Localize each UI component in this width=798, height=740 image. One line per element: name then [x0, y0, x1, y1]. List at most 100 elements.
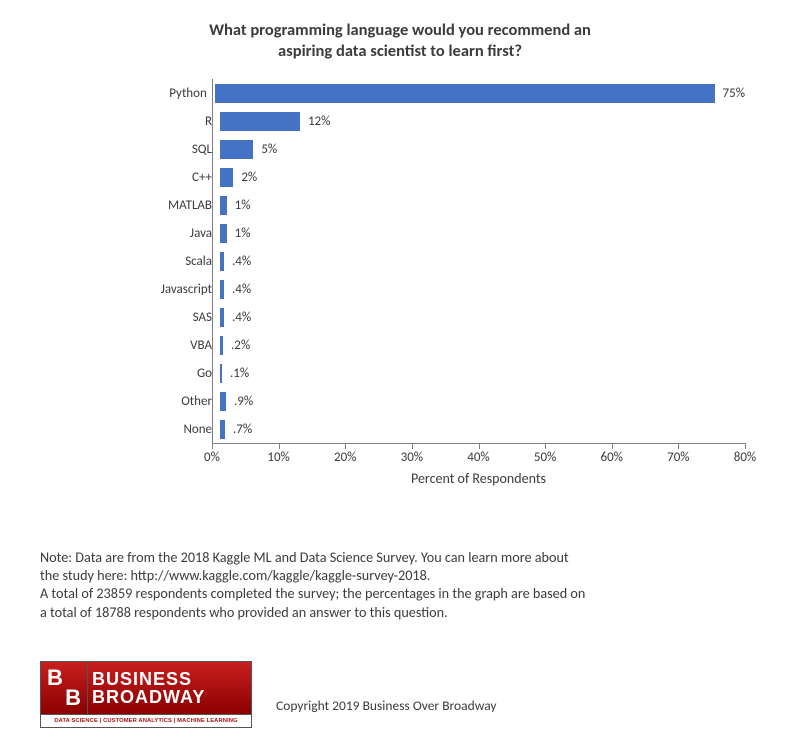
bar-track: .4% [220, 308, 745, 327]
bar [220, 364, 222, 383]
category-label: SQL [130, 142, 220, 157]
logo-word2: BROADWAY [92, 688, 205, 706]
category-label: C++ [130, 170, 220, 185]
value-label: .4% [232, 310, 251, 325]
bar-track: .4% [220, 252, 745, 271]
x-tick [412, 443, 413, 449]
note-line-3: A total of 23859 respondents completed t… [40, 584, 755, 602]
value-label: 75% [723, 86, 745, 101]
x-tick [279, 443, 280, 449]
value-label: .9% [234, 394, 253, 409]
bar-row: SAS .4% [130, 303, 745, 331]
bar [220, 420, 225, 439]
note-line-4: a total of 18788 respondents who provide… [40, 603, 755, 621]
value-label: .4% [232, 282, 251, 297]
chart-title: What programming language would you reco… [80, 20, 720, 61]
x-tick [745, 443, 746, 449]
x-tick-label: 50% [534, 450, 556, 465]
category-label: VBA [130, 338, 220, 353]
copyright-text: Copyright 2019 Business Over Broadway [276, 697, 497, 714]
bar-track: .1% [220, 364, 745, 383]
value-label: 1% [235, 198, 251, 213]
value-label: .7% [233, 422, 252, 437]
bar [220, 112, 300, 131]
x-axis-tick-labels: 0%10%20%30%40%50%60%70%80% [212, 450, 745, 468]
bar [220, 196, 227, 215]
x-tick [212, 443, 213, 449]
category-label: Javascript [130, 282, 220, 297]
note-line-2: the study here: http://www.kaggle.com/ka… [40, 566, 755, 584]
bar [220, 168, 233, 187]
value-label: 5% [261, 142, 277, 157]
logo-bb-icon: B B [41, 662, 88, 714]
x-axis: 0%10%20%30%40%50%60%70%80% Percent of Re… [130, 443, 745, 487]
bar-row: None .7% [130, 415, 745, 443]
x-tick-label: 60% [601, 450, 623, 465]
x-tick-label: 10% [267, 450, 289, 465]
bar-row: MATLAB1% [130, 191, 745, 219]
x-tick [479, 443, 480, 449]
bar-track: 5% [220, 140, 745, 159]
footer: B B BUSINESS BROADWAY DATA SCIENCE | CUS… [40, 661, 497, 728]
bar [220, 392, 226, 411]
category-label: Scala [130, 254, 220, 269]
bar [220, 336, 223, 355]
bar-row: VBA .2% [130, 331, 745, 359]
category-label: None [130, 422, 220, 437]
plot-area: Python75%R12%SQL5%C++2%MATLAB1%Java1%Sca… [130, 79, 745, 443]
category-label: SAS [130, 310, 220, 325]
category-label: Java [130, 226, 220, 241]
bar-row: Go .1% [130, 359, 745, 387]
bar-track: .4% [220, 280, 745, 299]
bar-track: .9% [220, 392, 745, 411]
chart-container: What programming language would you reco… [40, 20, 760, 487]
value-label: .4% [232, 254, 251, 269]
value-label: 12% [308, 114, 330, 129]
value-label: .1% [230, 366, 249, 381]
logo-b2: B [65, 688, 81, 708]
chart-title-line1: What programming language would you reco… [209, 20, 591, 40]
x-tick [545, 443, 546, 449]
bars-host: Python75%R12%SQL5%C++2%MATLAB1%Java1%Sca… [130, 79, 745, 443]
bar-row: SQL 5% [130, 135, 745, 163]
bar-row: C++2% [130, 163, 745, 191]
note-line-1: Note: Data are from the 2018 Kaggle ML a… [40, 548, 755, 566]
y-axis-line [212, 79, 213, 443]
x-tick-label: 30% [401, 450, 423, 465]
bar [220, 252, 224, 271]
bar-row: Scala .4% [130, 247, 745, 275]
x-tick [612, 443, 613, 449]
value-label: 1% [235, 226, 251, 241]
x-tick [345, 443, 346, 449]
bar-track: 1% [220, 224, 745, 243]
bar [220, 224, 227, 243]
logo-b1: B [47, 668, 63, 688]
bar [220, 280, 224, 299]
x-tick-label: 80% [734, 450, 756, 465]
category-label: Other [130, 394, 220, 409]
category-label: Python [130, 86, 215, 101]
x-axis-title: Percent of Respondents [212, 470, 745, 487]
bar [220, 308, 224, 327]
value-label: .2% [231, 338, 250, 353]
bar-row: Java 1% [130, 219, 745, 247]
bar [215, 84, 715, 103]
bar-track: 2% [220, 168, 745, 187]
logo-text: BUSINESS BROADWAY [88, 662, 251, 714]
bar-row: Javascript .4% [130, 275, 745, 303]
note-block: Note: Data are from the 2018 Kaggle ML a… [40, 548, 755, 621]
bar-track: 1% [220, 196, 745, 215]
x-tick-label: 20% [334, 450, 356, 465]
chart-title-line2: aspiring data scientist to learn first? [278, 41, 522, 61]
logo-word1: BUSINESS [92, 670, 251, 688]
logo: B B BUSINESS BROADWAY DATA SCIENCE | CUS… [40, 661, 252, 728]
bar-row: R12% [130, 107, 745, 135]
x-axis-line [212, 443, 745, 450]
x-tick-label: 40% [467, 450, 489, 465]
bar [220, 140, 253, 159]
x-tick [678, 443, 679, 449]
x-tick-label: 0% [204, 450, 220, 465]
bar-track: 75% [215, 84, 745, 103]
category-label: Go [130, 366, 220, 381]
bar-track: .7% [220, 420, 745, 439]
